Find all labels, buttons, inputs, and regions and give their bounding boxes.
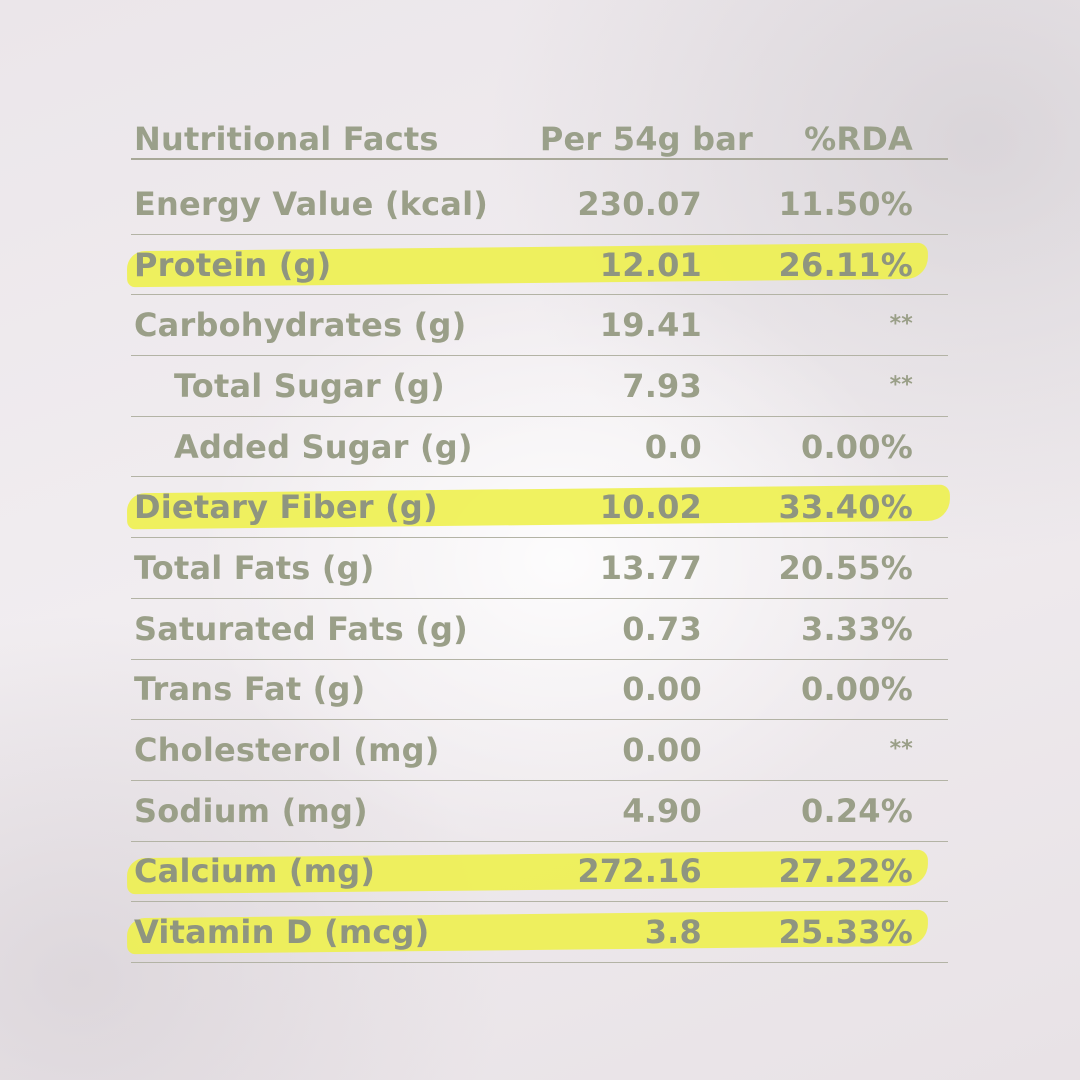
nutrient-label: Cholesterol (mg) <box>134 731 440 770</box>
per-bar-value: 13.77 <box>599 548 702 587</box>
per-bar-value: 10.02 <box>599 488 702 527</box>
nutrient-label: Energy Value (kcal) <box>134 184 489 223</box>
table-row: Trans Fat (g) 0.00 0.00% <box>131 660 948 721</box>
per-bar-value: 7.93 <box>622 366 702 405</box>
nutrient-label: Vitamin D (mcg) <box>134 913 430 952</box>
rda-value: ** <box>889 311 913 337</box>
header-rda: %RDA <box>804 120 913 158</box>
table-row: Sodium (mg) 4.90 0.24% <box>131 781 948 842</box>
table-row: Total Sugar (g) 7.93 ** <box>131 356 948 417</box>
rda-value: 3.33% <box>800 609 913 648</box>
per-bar-value: 12.01 <box>599 245 702 284</box>
table-row: Carbohydrates (g) 19.41 ** <box>131 295 948 357</box>
table-header: Nutritional Facts Per 54g bar %RDA <box>131 90 948 160</box>
nutrient-label: Total Fats (g) <box>134 548 375 587</box>
nutrient-label: Dietary Fiber (g) <box>134 488 438 527</box>
table-row: Saturated Fats (g) 0.73 3.33% <box>131 599 948 660</box>
rda-value: 11.50% <box>778 184 913 223</box>
nutrient-label: Trans Fat (g) <box>134 670 366 709</box>
per-bar-value: 272.16 <box>577 852 702 891</box>
per-bar-value: 0.73 <box>622 609 702 648</box>
nutrient-label: Carbohydrates (g) <box>134 306 467 345</box>
table-row: Energy Value (kcal) 230.07 11.50% <box>131 174 948 235</box>
table-row: Dietary Fiber (g) 10.02 33.40% <box>126 477 951 539</box>
rda-value: 0.00% <box>800 670 913 709</box>
nutrient-label: Added Sugar (g) <box>174 427 473 466</box>
rda-value: 0.00% <box>800 427 913 466</box>
table-row: Calcium (mg) 272.16 27.22% <box>126 842 948 903</box>
rda-value: ** <box>889 372 913 398</box>
per-bar-value: 0.00 <box>622 731 702 770</box>
per-bar-value: 230.07 <box>577 184 702 223</box>
nutrient-label: Protein (g) <box>134 245 332 284</box>
rda-value: 33.40% <box>778 488 913 527</box>
nutrient-label: Calcium (mg) <box>134 852 376 891</box>
table-row: Cholesterol (mg) 0.00 ** <box>131 720 948 781</box>
table-row: Added Sugar (g) 0.0 0.00% <box>131 417 948 478</box>
per-bar-value: 3.8 <box>644 913 702 952</box>
nutrition-facts-table: Nutritional Facts Per 54g bar %RDA Energ… <box>126 90 951 963</box>
rda-value: 20.55% <box>778 548 913 587</box>
nutrient-label: Saturated Fats (g) <box>134 609 468 648</box>
nutrient-label: Sodium (mg) <box>134 791 368 830</box>
rda-value: 27.22% <box>778 852 913 891</box>
table-row: Total Fats (g) 13.77 20.55% <box>131 538 948 599</box>
rda-value: 25.33% <box>778 913 913 952</box>
header-label: Nutritional Facts <box>134 120 439 158</box>
per-bar-value: 4.90 <box>622 791 702 830</box>
nutrient-label: Total Sugar (g) <box>174 366 445 405</box>
header-per-serving: Per 54g bar <box>539 120 753 158</box>
rda-value: 26.11% <box>778 245 913 284</box>
per-bar-value: 0.0 <box>644 427 702 466</box>
rda-value: ** <box>889 736 913 762</box>
per-bar-value: 19.41 <box>599 306 702 345</box>
rda-value: 0.24% <box>800 791 913 830</box>
per-bar-value: 0.00 <box>622 670 702 709</box>
table-row: Vitamin D (mcg) 3.8 25.33% <box>126 902 948 963</box>
table-row: Protein (g) 12.01 26.11% <box>126 235 948 296</box>
